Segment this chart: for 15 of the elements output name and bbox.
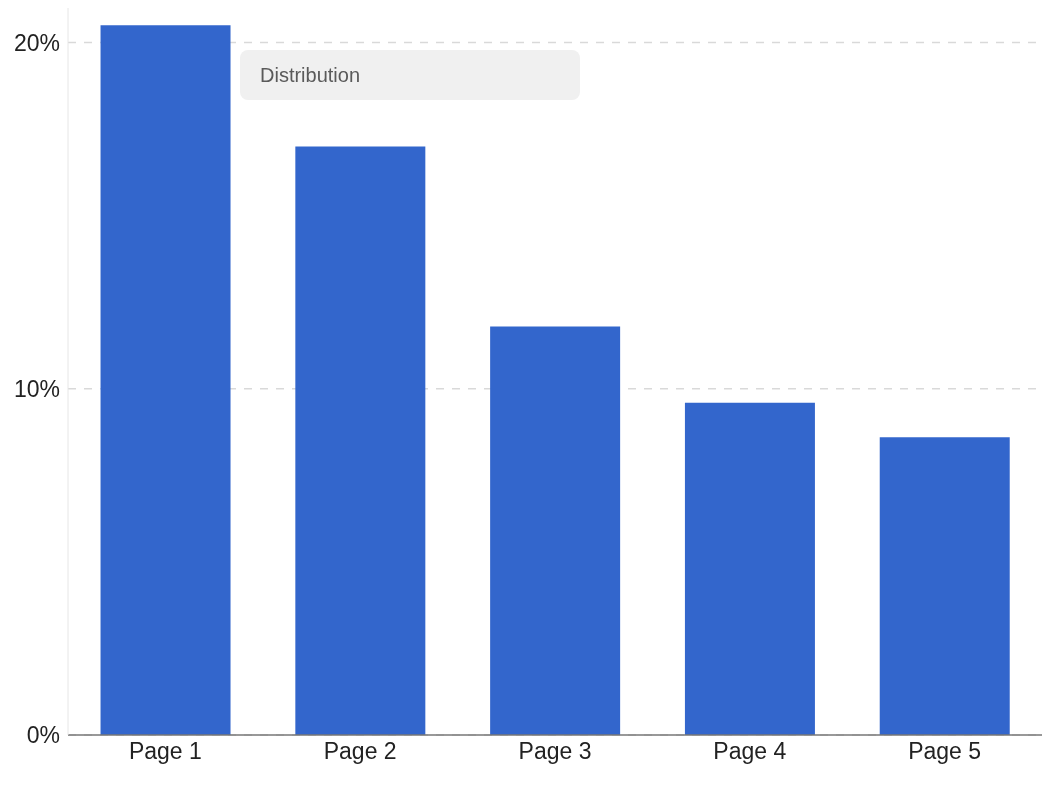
bar xyxy=(490,326,621,735)
y-tick-label: 20% xyxy=(13,29,60,56)
y-tick-label: 10% xyxy=(13,375,60,402)
annotation: Distribution xyxy=(260,63,362,88)
bar xyxy=(100,25,231,735)
x-tick-label: Page 4 xyxy=(713,738,787,765)
note-box: Distribution xyxy=(240,50,580,100)
x-tick-label: Page 3 xyxy=(518,738,592,765)
bar xyxy=(684,402,815,735)
x-tick-label: Page 2 xyxy=(323,738,397,765)
x-tick-label: Page 1 xyxy=(128,738,202,765)
x-tick-label: Page 5 xyxy=(908,738,982,765)
bar xyxy=(295,146,426,735)
y-tick-label: 0% xyxy=(26,722,60,749)
bar xyxy=(879,437,1010,735)
